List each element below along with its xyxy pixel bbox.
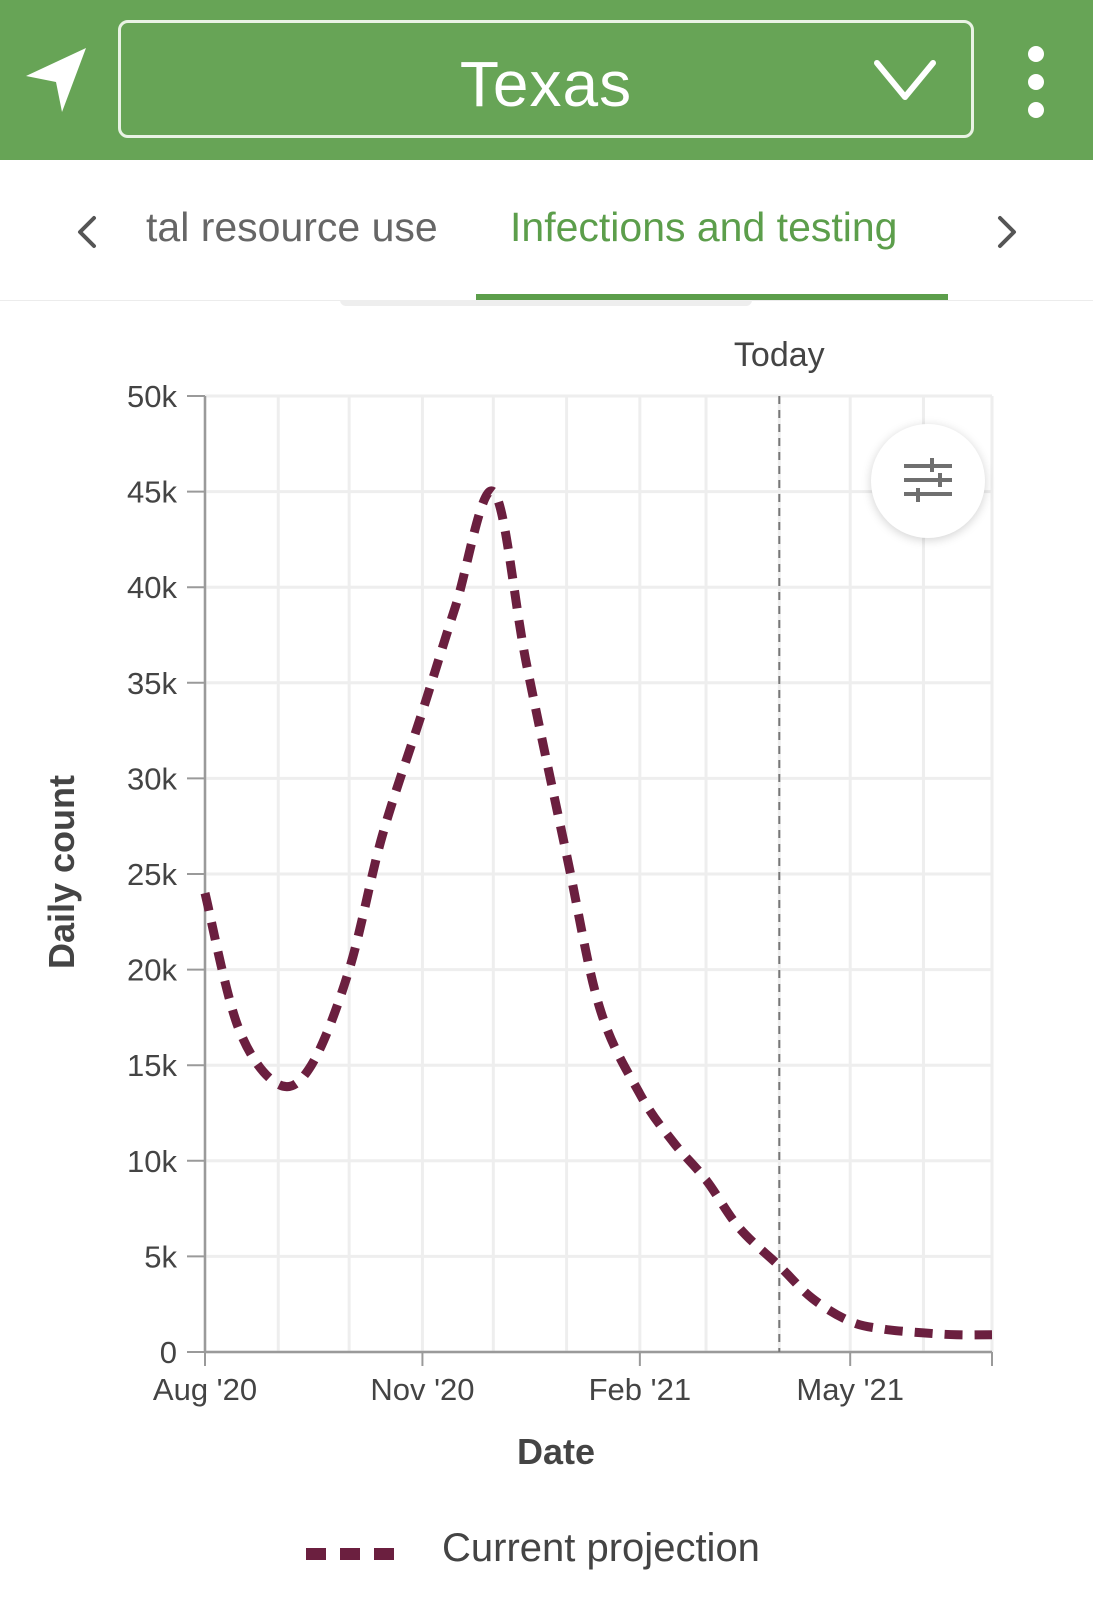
tab-infections-and-testing[interactable]: Infections and testing [510, 204, 898, 250]
x-axis-ticks: Aug '20 Nov '20 Feb '21 May '21 [153, 1352, 904, 1407]
chart-legend: Current projection [306, 1520, 826, 1580]
tab-bar: tal resource use Infections and testing [0, 160, 1093, 301]
y-axis-label: Daily count [41, 775, 82, 969]
state-dropdown[interactable]: Texas [118, 20, 974, 138]
y-tick-label: 50k [127, 379, 177, 414]
x-tick-label: May '21 [796, 1372, 904, 1407]
sliders-icon [904, 458, 952, 502]
y-tick-label: 25k [127, 857, 177, 892]
today-reference: Today [734, 336, 825, 1352]
y-tick-label: 0 [160, 1335, 177, 1370]
chart-svg: 0 5k 10k 15k 20k 25k 30k 35k 40k 45k 50k Aug '20 No… [41, 336, 994, 1472]
legend-label-current-projection: Current projection [442, 1526, 760, 1570]
header-bar: Texas [0, 0, 1093, 160]
more-vertical-icon [1028, 46, 1044, 118]
y-tick-label: 35k [127, 666, 177, 701]
x-tick-label: Feb '21 [589, 1372, 691, 1407]
tab-hospital-resource-use[interactable]: tal resource use [146, 204, 438, 250]
grid-lines [203, 394, 994, 1354]
x-tick-label: Nov '20 [370, 1372, 474, 1407]
x-tick-label: Aug '20 [153, 1372, 257, 1407]
series-layer [200, 486, 993, 1340]
y-tick-label: 20k [127, 953, 177, 988]
chart-settings-button[interactable] [871, 424, 985, 538]
y-tick-label: 30k [127, 761, 177, 796]
y-axis-ticks: 0 5k 10k 15k 20k 25k 30k 35k 40k 45k 50k [127, 379, 205, 1370]
series-line-current-projection [200, 486, 993, 1340]
y-tick-label: 5k [144, 1239, 177, 1274]
chevron-right-icon[interactable] [990, 212, 1024, 252]
more-menu-button[interactable] [1018, 46, 1054, 122]
legend-swatch-current-projection [306, 1548, 396, 1560]
chevron-down-icon [874, 60, 936, 100]
active-tab-indicator [476, 294, 948, 300]
chevron-left-icon[interactable] [70, 212, 104, 252]
location-arrow-icon [26, 48, 86, 112]
axes [203, 396, 993, 1366]
y-tick-label: 45k [127, 475, 177, 510]
sheet-shadow [340, 300, 752, 306]
state-name: Texas [459, 48, 633, 120]
location-button[interactable] [22, 42, 92, 118]
infections-chart: 0 5k 10k 15k 20k 25k 30k 35k 40k 45k 50k Aug '20 No… [0, 300, 1093, 1600]
y-tick-label: 10k [127, 1144, 177, 1179]
y-tick-label: 40k [127, 570, 177, 605]
today-label: Today [734, 336, 825, 374]
y-tick-label: 15k [127, 1048, 177, 1083]
x-axis-label: Date [517, 1431, 595, 1472]
